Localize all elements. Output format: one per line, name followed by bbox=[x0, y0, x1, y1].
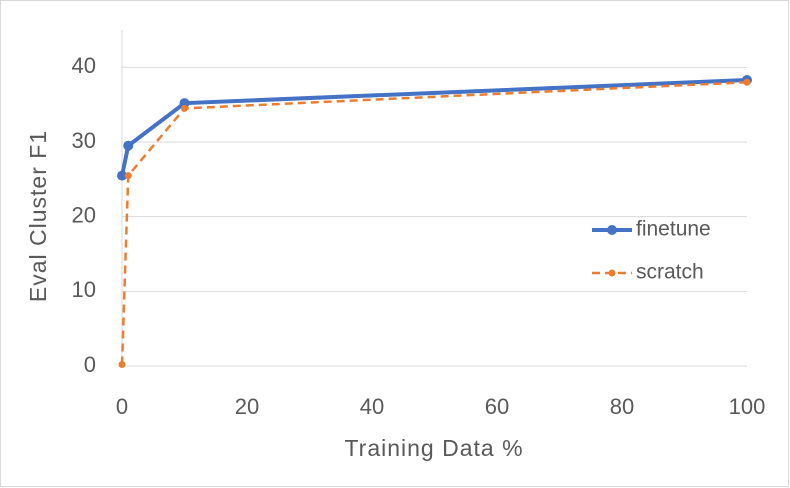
y-tick-label: 10 bbox=[72, 277, 96, 302]
data-point bbox=[118, 361, 126, 369]
line-series bbox=[120, 81, 748, 365]
line-series bbox=[120, 78, 748, 177]
y-tick-label: 0 bbox=[84, 352, 96, 377]
data-point bbox=[743, 78, 751, 86]
y-tick-label: 20 bbox=[72, 202, 96, 227]
x-tick-label: 40 bbox=[360, 394, 384, 419]
legend-marker bbox=[608, 269, 616, 277]
data-point bbox=[179, 98, 190, 109]
x-axis-title: Training Data % bbox=[344, 435, 523, 461]
legend-label: finetune bbox=[636, 218, 711, 241]
data-point bbox=[124, 172, 132, 180]
x-tick-label: 60 bbox=[485, 394, 509, 419]
y-tick-label: 40 bbox=[72, 53, 96, 78]
x-tick-label: 0 bbox=[116, 394, 128, 419]
y-tick-label: 30 bbox=[72, 128, 96, 153]
data-point bbox=[123, 140, 134, 151]
legend-marker bbox=[607, 225, 617, 235]
legend-label: scratch bbox=[636, 261, 704, 284]
x-tick-label: 100 bbox=[729, 394, 766, 419]
x-tick-label: 20 bbox=[235, 394, 259, 419]
x-tick-label: 80 bbox=[610, 394, 634, 419]
y-axis-title: Eval Cluster F1 bbox=[25, 130, 51, 302]
data-point bbox=[117, 170, 127, 181]
data-point bbox=[181, 104, 188, 112]
